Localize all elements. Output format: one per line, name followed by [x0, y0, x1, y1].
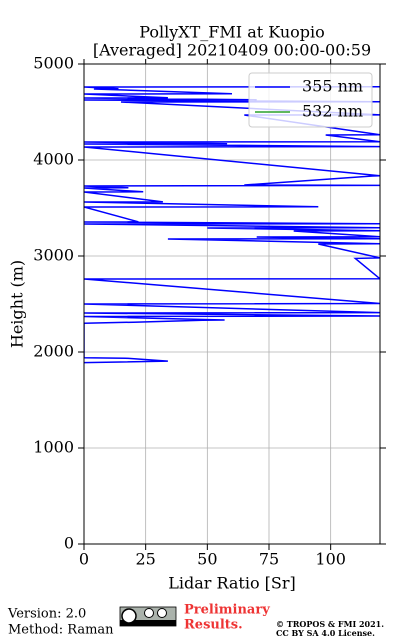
legend-label: 532 nm	[302, 102, 363, 121]
y-tick-label: 0	[64, 534, 74, 553]
y-tick-label: 1000	[33, 438, 74, 457]
cc-logo-sa	[157, 608, 167, 618]
x-tick-label: 50	[197, 550, 217, 569]
x-tick-label: 0	[79, 550, 89, 569]
version: Version: 2.0	[7, 607, 86, 622]
cc-logo	[119, 606, 177, 627]
cc-logo-circle	[121, 608, 137, 624]
x-tick-label: 75	[259, 550, 279, 569]
plot-frame	[83, 63, 381, 545]
x-tick-label: 100	[315, 550, 346, 569]
x-tick-label: 25	[135, 550, 155, 569]
data-line	[84, 86, 380, 364]
x-axis-label: Lidar Ratio [Sr]	[168, 574, 296, 593]
y-tick-label: 4000	[33, 150, 74, 169]
y-tick-label: 5000	[33, 54, 74, 73]
chart-subtitle: [Averaged] 20210409 00:00-00:59	[93, 41, 371, 60]
copyright: © TROPOS & FMI 2021.	[276, 619, 384, 629]
y-tick-label: 3000	[33, 246, 74, 265]
status: Preliminary	[184, 603, 270, 618]
status: Results.	[184, 618, 243, 633]
cc-logo-by	[144, 608, 154, 618]
license: CC BY SA 4.0 License.	[276, 628, 375, 638]
chart-title: PollyXT_FMI at Kuopio	[139, 23, 325, 42]
cc-logo-band	[120, 620, 176, 626]
y-axis-label: Height (m)	[8, 260, 27, 348]
method: Method: Raman	[8, 623, 114, 638]
legend-label: 355 nm	[302, 77, 363, 96]
y-tick-label: 2000	[33, 342, 74, 361]
